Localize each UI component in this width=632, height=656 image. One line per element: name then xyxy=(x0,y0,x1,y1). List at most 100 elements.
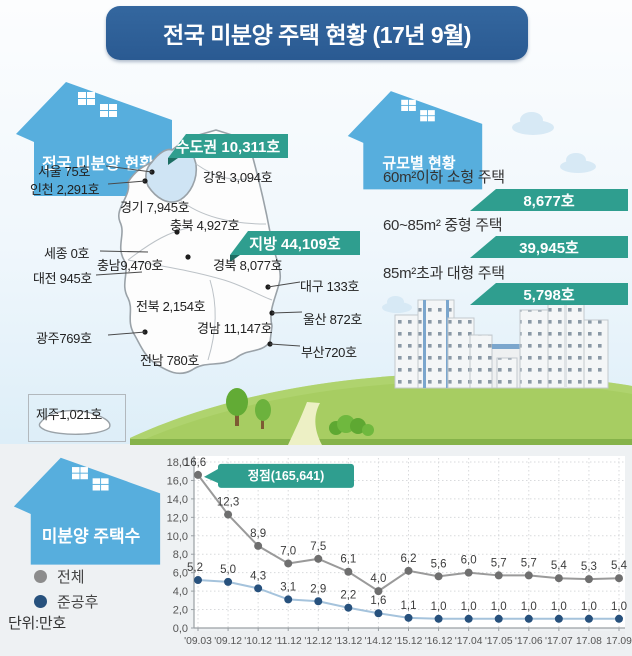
map-label-sejong: 세종 0호 xyxy=(44,246,90,261)
svg-text:'16.12: '16.12 xyxy=(425,636,453,647)
svg-text:'12.12: '12.12 xyxy=(304,636,332,647)
bush-icon xyxy=(329,415,374,436)
svg-text:1,1: 1,1 xyxy=(401,600,417,612)
svg-text:16,0: 16,0 xyxy=(167,475,188,487)
svg-text:'14.12: '14.12 xyxy=(365,636,393,647)
window-icon xyxy=(401,99,435,122)
size-value-badge-large: 5,798호 xyxy=(470,283,628,305)
map-province-borders xyxy=(127,163,273,361)
svg-text:6,1: 6,1 xyxy=(340,554,356,566)
svg-text:10,0: 10,0 xyxy=(167,531,188,543)
svg-text:'13.12: '13.12 xyxy=(334,636,362,647)
svg-text:5,2: 5,2 xyxy=(187,562,203,574)
legend-item-after-completion: 준공후 xyxy=(34,591,98,612)
window-icon xyxy=(78,92,117,117)
cloud-icon xyxy=(512,111,554,135)
house-icon xyxy=(347,91,483,190)
ribbon-fold xyxy=(168,158,178,165)
map-label-ulsan: 울산 872호 xyxy=(303,312,363,327)
svg-text:1,6: 1,6 xyxy=(370,595,386,607)
svg-text:'17.07: '17.07 xyxy=(545,636,573,647)
buildings-illustration xyxy=(394,294,609,389)
map-label-busan: 부산720호 xyxy=(301,345,357,360)
size-label-small: 60m²이하 소형 주택 xyxy=(383,169,505,186)
svg-text:'10.12: '10.12 xyxy=(244,636,272,647)
svg-text:정점(165,641): 정점(165,641) xyxy=(248,468,325,483)
svg-text:12,3: 12,3 xyxy=(217,497,239,509)
title-banner: 전국 미분양 주택 현황 (17년 9월) xyxy=(106,6,528,60)
svg-text:4,0: 4,0 xyxy=(173,586,188,598)
house-badge-size: 규모별 현황 xyxy=(345,86,485,198)
capital-total-badge: 수도권 10,311호 xyxy=(168,134,288,158)
size-value-small: 8,677호 xyxy=(523,192,575,210)
svg-text:17.09: 17.09 xyxy=(606,636,632,647)
map-label-gyeongnam: 경남 11,147호 xyxy=(197,321,273,336)
legend-dot-total xyxy=(34,570,47,583)
size-value-badge-medium: 39,945호 xyxy=(470,236,628,258)
svg-text:5,7: 5,7 xyxy=(521,557,537,569)
house-badge-national: 전국 미분양 현황 xyxy=(14,76,174,206)
svg-text:12,0: 12,0 xyxy=(167,512,188,524)
map-label-jeonnam: 전남 780호 xyxy=(140,353,200,368)
map-label-gangwon: 강원 3,094호 xyxy=(203,170,273,185)
svg-text:5,6: 5,6 xyxy=(431,558,447,570)
svg-text:8,0: 8,0 xyxy=(173,549,188,561)
svg-text:8,9: 8,9 xyxy=(250,528,266,540)
svg-text:1,0: 1,0 xyxy=(581,601,597,613)
svg-text:'17.06: '17.06 xyxy=(515,636,543,647)
map-label-daejeon: 대전 945호 xyxy=(33,271,93,286)
svg-text:'17.04: '17.04 xyxy=(455,636,483,647)
svg-text:2,9: 2,9 xyxy=(310,583,326,595)
svg-text:'09.12: '09.12 xyxy=(214,636,242,647)
map-label-chungbuk: 충북 4,927호 xyxy=(170,218,240,233)
size-label-large: 85m²초과 대형 주택 xyxy=(383,265,505,282)
legend-item-total: 전체 xyxy=(34,566,85,587)
svg-text:6,0: 6,0 xyxy=(173,568,188,580)
size-value-medium: 39,945호 xyxy=(519,239,579,257)
svg-text:1,0: 1,0 xyxy=(461,601,477,613)
map-label-gyeongbuk: 경북 8,077호 xyxy=(213,258,283,273)
map-label-gwangju: 광주769호 xyxy=(36,331,92,346)
legend-label-after-completion: 준공후 xyxy=(57,594,99,611)
svg-text:1,0: 1,0 xyxy=(551,601,567,613)
legend-label-total: 전체 xyxy=(57,569,85,586)
svg-text:7,5: 7,5 xyxy=(310,541,326,553)
cloud-icon xyxy=(560,152,596,173)
map-label-daegu: 대구 133호 xyxy=(300,279,360,294)
svg-text:5,4: 5,4 xyxy=(611,560,628,572)
svg-text:6,2: 6,2 xyxy=(401,553,417,565)
map-label-chungnam: 충남9,470호 xyxy=(97,258,164,273)
legend-dot-after-completion xyxy=(34,595,47,608)
svg-text:0,0: 0,0 xyxy=(173,623,188,635)
svg-text:5,4: 5,4 xyxy=(551,560,568,572)
svg-text:2,0: 2,0 xyxy=(173,605,188,617)
capital-total-label: 수도권 10,311호 xyxy=(175,138,281,156)
svg-text:5,3: 5,3 xyxy=(581,561,597,573)
map-leader-lines xyxy=(95,165,303,347)
svg-text:'09.03: '09.03 xyxy=(184,636,212,647)
map-label-incheon: 인천 2,291호 xyxy=(30,182,100,197)
map-label-seoul: 서울 75호 xyxy=(38,164,91,179)
svg-text:'15.12: '15.12 xyxy=(395,636,423,647)
svg-text:7,0: 7,0 xyxy=(280,545,296,557)
hill-path xyxy=(288,402,322,445)
svg-text:16,6: 16,6 xyxy=(184,457,206,469)
svg-text:1,0: 1,0 xyxy=(431,601,447,613)
province-total-label: 지방 44,109호 xyxy=(249,235,341,253)
tree-icon xyxy=(226,388,271,429)
cloud-icon xyxy=(382,295,412,313)
page-title: 전국 미분양 주택 현황 (17년 9월) xyxy=(163,22,471,48)
house-icon xyxy=(16,82,172,196)
map-label-gyeonggi: 경기 7,945호 xyxy=(120,200,190,215)
map-label-jeonbuk: 전북 2,154호 xyxy=(136,299,206,314)
house-icon xyxy=(13,457,161,565)
svg-text:3,1: 3,1 xyxy=(280,581,296,593)
svg-text:18,0: 18,0 xyxy=(167,457,188,469)
svg-text:2,2: 2,2 xyxy=(340,590,356,602)
house-badge-chart: 미분양 주택수 xyxy=(12,452,162,574)
chart-section-header: 미분양 주택수 xyxy=(41,526,141,546)
svg-text:5,7: 5,7 xyxy=(491,557,507,569)
svg-text:'11.12: '11.12 xyxy=(275,636,302,647)
svg-text:6,0: 6,0 xyxy=(461,555,477,567)
ribbon-fold xyxy=(230,255,240,262)
